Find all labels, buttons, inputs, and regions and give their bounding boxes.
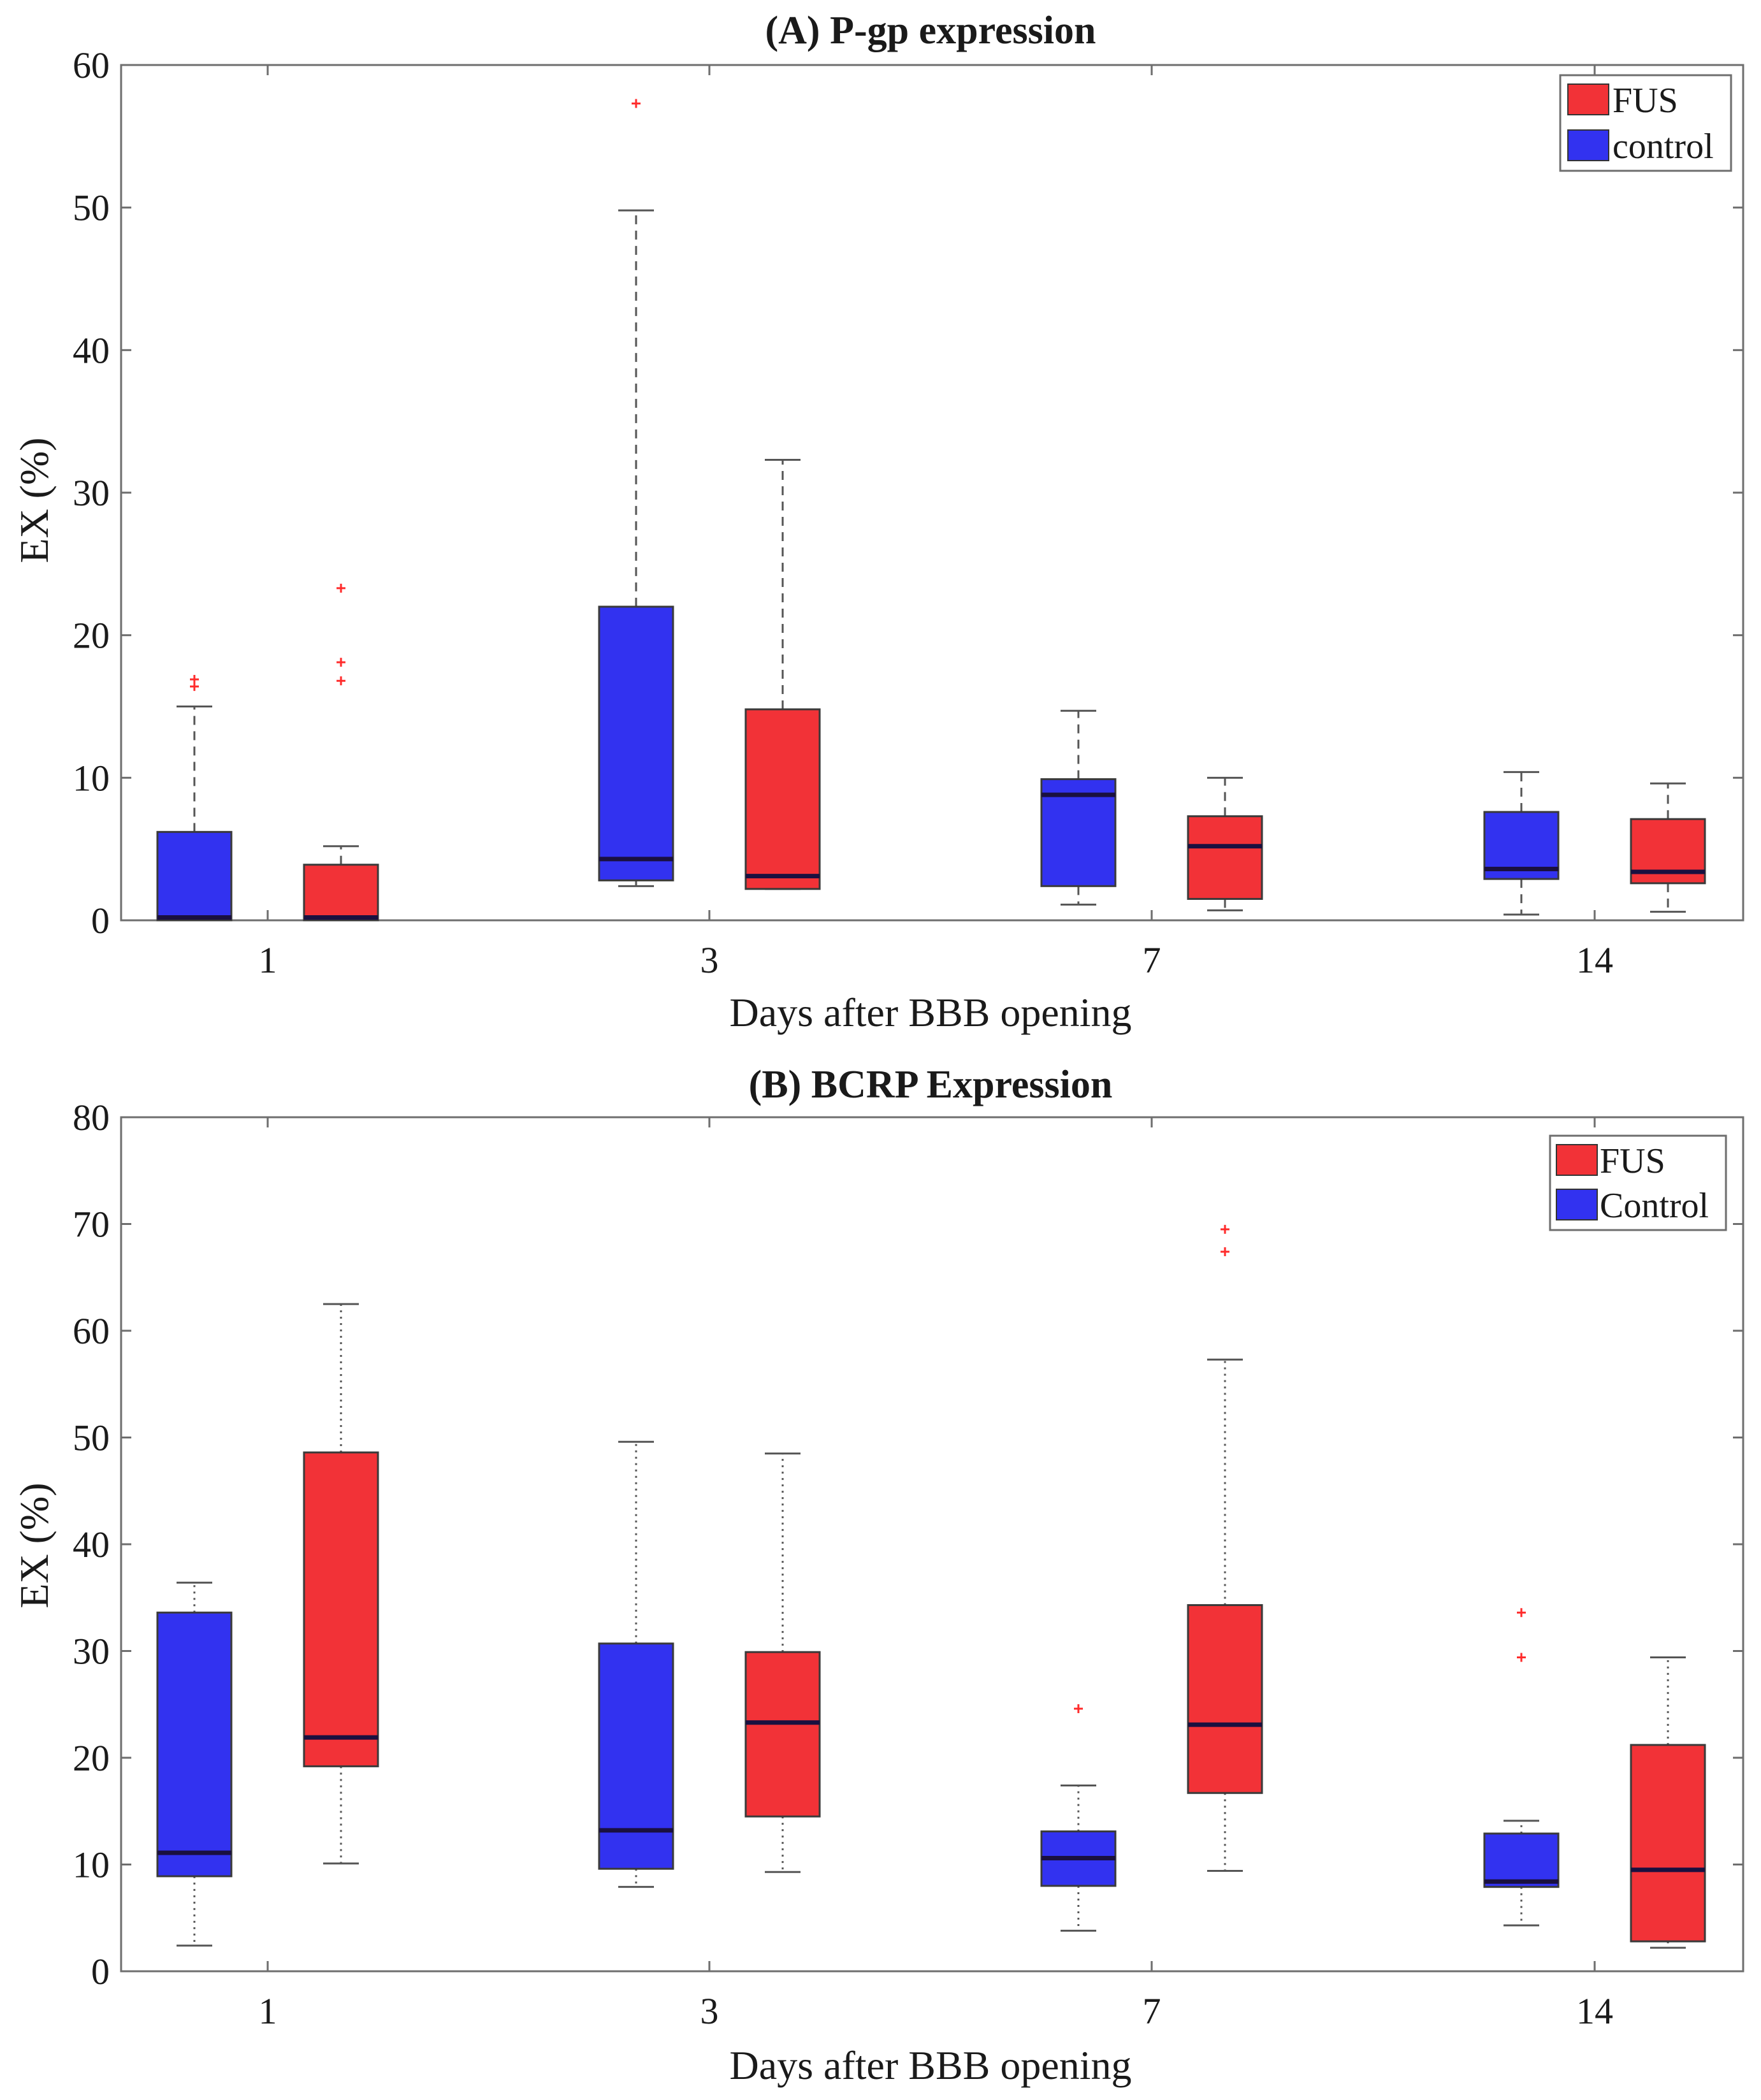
- x-tick-label: 7: [1143, 1990, 1161, 2032]
- y-tick-label: 30: [73, 1631, 110, 1672]
- y-tick-label: 40: [73, 329, 110, 371]
- box-fus-day-14: [1630, 1656, 1706, 1949]
- panel-b-legend-swatch-control: [1556, 1189, 1598, 1220]
- box-fus-day-1: [303, 583, 379, 922]
- outlier-marker: [337, 658, 345, 667]
- box-control-day-14: [1483, 771, 1560, 916]
- box-fus-day-7: [1187, 1224, 1263, 1872]
- panel-a-x-axis-label: Days after BBB opening: [730, 990, 1132, 1035]
- box-iqr: [156, 830, 233, 922]
- box-iqr: [303, 864, 379, 922]
- outlier-marker: [1074, 1704, 1083, 1713]
- panel-a-legend-label-fus: FUS: [1612, 81, 1678, 120]
- x-tick-label: 3: [700, 1990, 719, 2032]
- outlier-marker: [190, 675, 199, 684]
- panel-b-legend: FUS Control: [1549, 1134, 1727, 1231]
- y-tick-label: 50: [73, 1417, 110, 1459]
- x-tick-label: 14: [1576, 1990, 1613, 2032]
- panel-b: (B) BCRP Expression 0 10 20 30 40 50 60 70 80 1 3 7…: [11, 1063, 1744, 2088]
- box-iqr: [156, 1611, 233, 1878]
- panel-b-plot-area: 0 10 20 30 40 50 60 70 80 1 3 7 14: [73, 1097, 1744, 2032]
- outlier-marker: [337, 583, 345, 593]
- box-control-day-7: [1040, 709, 1117, 906]
- panel-b-title: (B) BCRP Expression: [749, 1063, 1113, 1106]
- outlier-marker: [632, 99, 641, 108]
- box-fus-day-14: [1630, 782, 1706, 913]
- panel-a-title: (A) P-gp expression: [765, 9, 1096, 52]
- y-tick-label: 10: [73, 757, 110, 799]
- box-iqr: [1187, 1604, 1263, 1794]
- outlier-marker: [1517, 1608, 1526, 1618]
- box-iqr: [598, 1642, 674, 1870]
- panel-b-legend-label-control: Control: [1600, 1186, 1709, 1226]
- y-tick-label: 10: [73, 1844, 110, 1886]
- box-iqr: [598, 605, 674, 881]
- panel-b-legend-swatch-fus: [1556, 1144, 1598, 1176]
- box-iqr: [744, 708, 821, 890]
- y-tick-label: 60: [73, 45, 110, 86]
- panel-b-legend-label-fus: FUS: [1600, 1141, 1665, 1181]
- panel-a-legend-swatch-fus: [1567, 83, 1609, 115]
- y-tick-label: 80: [73, 1097, 110, 1138]
- box-iqr: [1630, 1744, 1706, 1943]
- box-iqr: [1187, 815, 1263, 900]
- y-tick-label: 60: [73, 1310, 110, 1352]
- x-tick-label: 3: [700, 939, 719, 981]
- box-control-day-1: [156, 1581, 233, 1947]
- box-fus-day-3: [744, 459, 821, 890]
- y-tick-label: 20: [73, 1737, 110, 1779]
- y-tick-label: 0: [91, 1951, 110, 1992]
- box-control-day-1: [156, 675, 233, 922]
- y-tick-label: 20: [73, 615, 110, 656]
- panel-a-legend-swatch-control: [1567, 129, 1609, 161]
- x-tick-label: 1: [259, 1990, 277, 2032]
- box-fus-day-1: [303, 1303, 379, 1865]
- box-iqr: [303, 1451, 379, 1767]
- panel-a-legend-label-control: control: [1612, 127, 1714, 166]
- y-tick-label: 50: [73, 187, 110, 229]
- x-tick-label: 7: [1143, 939, 1161, 981]
- box-iqr: [1483, 1832, 1560, 1888]
- box-control-day-3: [598, 99, 674, 887]
- panel-b-x-axis-label: Days after BBB opening: [730, 2043, 1132, 2088]
- panel-a: (A) P-gp expression 0 10 20 30 40 50 60 1 3 7 14 D…: [11, 9, 1744, 1035]
- box-iqr: [744, 1651, 821, 1818]
- box-fus-day-7: [1187, 776, 1263, 911]
- y-tick-label: 40: [73, 1524, 110, 1565]
- box-fus-day-3: [744, 1452, 821, 1873]
- y-tick-label: 30: [73, 472, 110, 514]
- box-control-day-3: [598, 1440, 674, 1888]
- outlier-marker: [1221, 1224, 1229, 1234]
- box-control-day-7: [1040, 1704, 1117, 1932]
- panel-a-legend: FUS control: [1559, 74, 1732, 172]
- y-tick-label: 0: [91, 900, 110, 941]
- outlier-marker: [1221, 1247, 1229, 1257]
- panel-a-plot-area: 0 10 20 30 40 50 60 1 3 7 14: [73, 45, 1744, 981]
- outlier-marker: [1517, 1653, 1526, 1662]
- box-control-day-14: [1483, 1608, 1560, 1927]
- y-tick-label: 70: [73, 1204, 110, 1245]
- x-tick-label: 1: [259, 939, 277, 981]
- panel-b-y-axis-label: EX (%): [11, 1482, 57, 1608]
- outlier-marker: [337, 676, 345, 686]
- panel-a-y-axis-label: EX (%): [11, 437, 57, 563]
- x-tick-label: 14: [1576, 939, 1613, 981]
